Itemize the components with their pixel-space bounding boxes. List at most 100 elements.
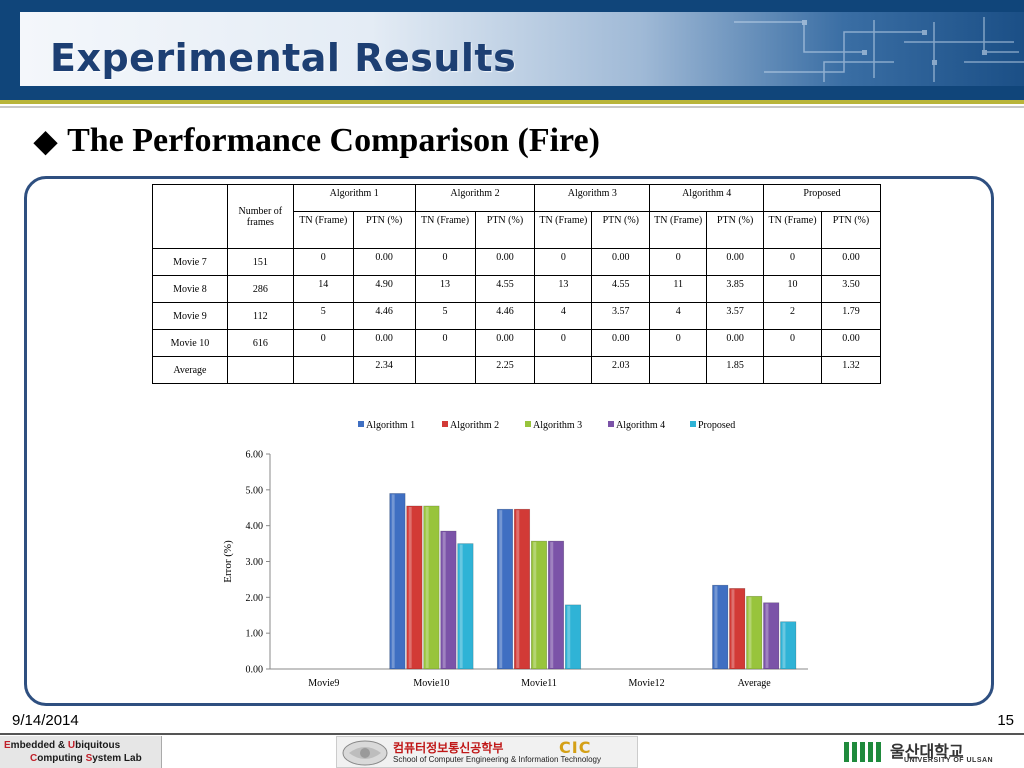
frames-cell [226,356,294,384]
ptn-cell: 4.90 [352,275,416,303]
bar-highlight [459,544,463,668]
university-name-korean: 울산대학교 [890,742,964,761]
bar-highlight [425,506,429,668]
bar [763,602,780,670]
legend-swatch [690,421,696,427]
tn-cell: 4 [534,302,593,330]
bar [496,508,514,670]
tn-cell [534,356,593,384]
tn-cell: 0 [292,329,354,357]
table-row: Movie 10 616 0 0.00 0 0.00 0 0.00 0 0.00 0 0.00 [152,329,881,357]
table-corner-cell [152,184,228,249]
tn-cell: 0 [649,329,708,357]
slide-subtitle: ◆ The Performance Comparison (Fire) [34,122,600,160]
ptn-cell: 0.00 [821,248,881,276]
ptn-cell: 0.00 [591,329,651,357]
x-tick-label: Movie9 [308,678,339,689]
algorithm-header: Algorithm 2 [414,184,536,212]
university-name-english: UNIVERSITY OF ULSAN [904,757,994,764]
y-tick-label: 6.00 [246,450,264,461]
ptn-cell: 4.55 [591,275,651,303]
ptn-cell: 4.46 [474,302,536,330]
header-rule-gray [0,106,1024,108]
header-banner: Experimental Results [0,0,1024,100]
tn-cell: 0 [649,248,708,276]
legend-label: Algorithm 1 [366,420,415,431]
ptn-cell: 2.34 [352,356,416,384]
y-tick-label: 5.00 [246,485,264,496]
table-row: Movie 9 112 5 4.46 5 4.46 4 3.57 4 3.57 2 1.79 [152,302,881,330]
bar [406,505,423,670]
ptn-cell: 3.57 [591,302,651,330]
diamond-bullet-icon: ◆ [34,125,58,158]
tn-cell: 2 [763,302,822,330]
legend-swatch [525,421,531,427]
bar-highlight [391,494,395,668]
bar [389,493,406,670]
bar [712,584,729,670]
algorithm-header: Algorithm 3 [534,184,651,212]
bar-highlight [442,532,446,668]
school-seal-icon [342,740,388,766]
frames-cell: 151 [226,248,294,276]
lab-name-line2: Computing System Lab [30,753,142,764]
tn-header: TN (Frame) [534,211,593,249]
cic-logo: CIC [559,738,592,757]
bar [564,604,582,670]
ptn-cell: 4.46 [352,302,416,330]
tn-header: TN (Frame) [292,211,354,249]
ptn-cell: 0.00 [706,248,765,276]
tn-header: TN (Frame) [763,211,822,249]
row-label: Movie 7 [152,248,228,276]
ptn-cell: 2.03 [591,356,651,384]
row-label: Movie 9 [152,302,228,330]
circuit-pattern-icon [734,17,1024,82]
ptn-cell: 0.00 [474,329,536,357]
x-tick-label: Average [738,678,772,689]
ptn-cell: 3.85 [706,275,765,303]
tn-cell: 5 [414,302,476,330]
bar-highlight [765,603,769,668]
lab-name-line1: Embedded & Ubiquitous [4,740,121,751]
row-label: Movie 10 [152,329,228,357]
bar-highlight [714,586,718,668]
y-tick-label: 1.00 [246,629,264,640]
slide-date: 9/14/2014 [12,712,79,729]
ptn-cell: 4.55 [474,275,536,303]
tn-cell: 0 [414,248,476,276]
tn-cell: 10 [763,275,822,303]
legend-label: Algorithm 2 [450,420,499,431]
ptn-cell: 1.85 [706,356,765,384]
bar-highlight [567,605,571,668]
bar [530,540,548,670]
bar-highlight [408,506,412,668]
ptn-header: PTN (%) [352,211,416,249]
school-name-english: School of Computer Engineering & Informa… [393,755,601,764]
ptn-cell: 0.00 [474,248,536,276]
performance-table: Number of frames Algorithm 1 Algorithm 2… [152,184,881,384]
bar [780,621,797,670]
tn-cell: 11 [649,275,708,303]
legend-swatch [442,421,448,427]
tn-cell: 0 [534,248,593,276]
header-rule-olive [0,100,1024,104]
bar [457,543,474,670]
legend-label: Algorithm 4 [616,420,665,431]
university-emblem-icon [844,742,881,762]
legend-swatch [358,421,364,427]
table-row: Movie 8 286 14 4.90 13 4.55 13 4.55 11 3.85 10 3.50 [152,275,881,303]
bar-highlight [748,597,752,668]
legend-label: Algorithm 3 [533,420,582,431]
ptn-cell: 2.25 [474,356,536,384]
lab-logo: Embedded & Ubiquitous Computing System L… [0,736,162,768]
ptn-cell: 0.00 [591,248,651,276]
ptn-header: PTN (%) [706,211,765,249]
bar [423,505,440,670]
error-bar-chart: Algorithm 1 Algorithm 2 Algorithm 3 Algorit… [222,420,808,689]
tn-cell: 0 [414,329,476,357]
footer-divider [0,733,1024,735]
tn-cell: 5 [292,302,354,330]
ptn-header: PTN (%) [821,211,881,249]
tn-cell [292,356,354,384]
bar-highlight [533,542,537,668]
